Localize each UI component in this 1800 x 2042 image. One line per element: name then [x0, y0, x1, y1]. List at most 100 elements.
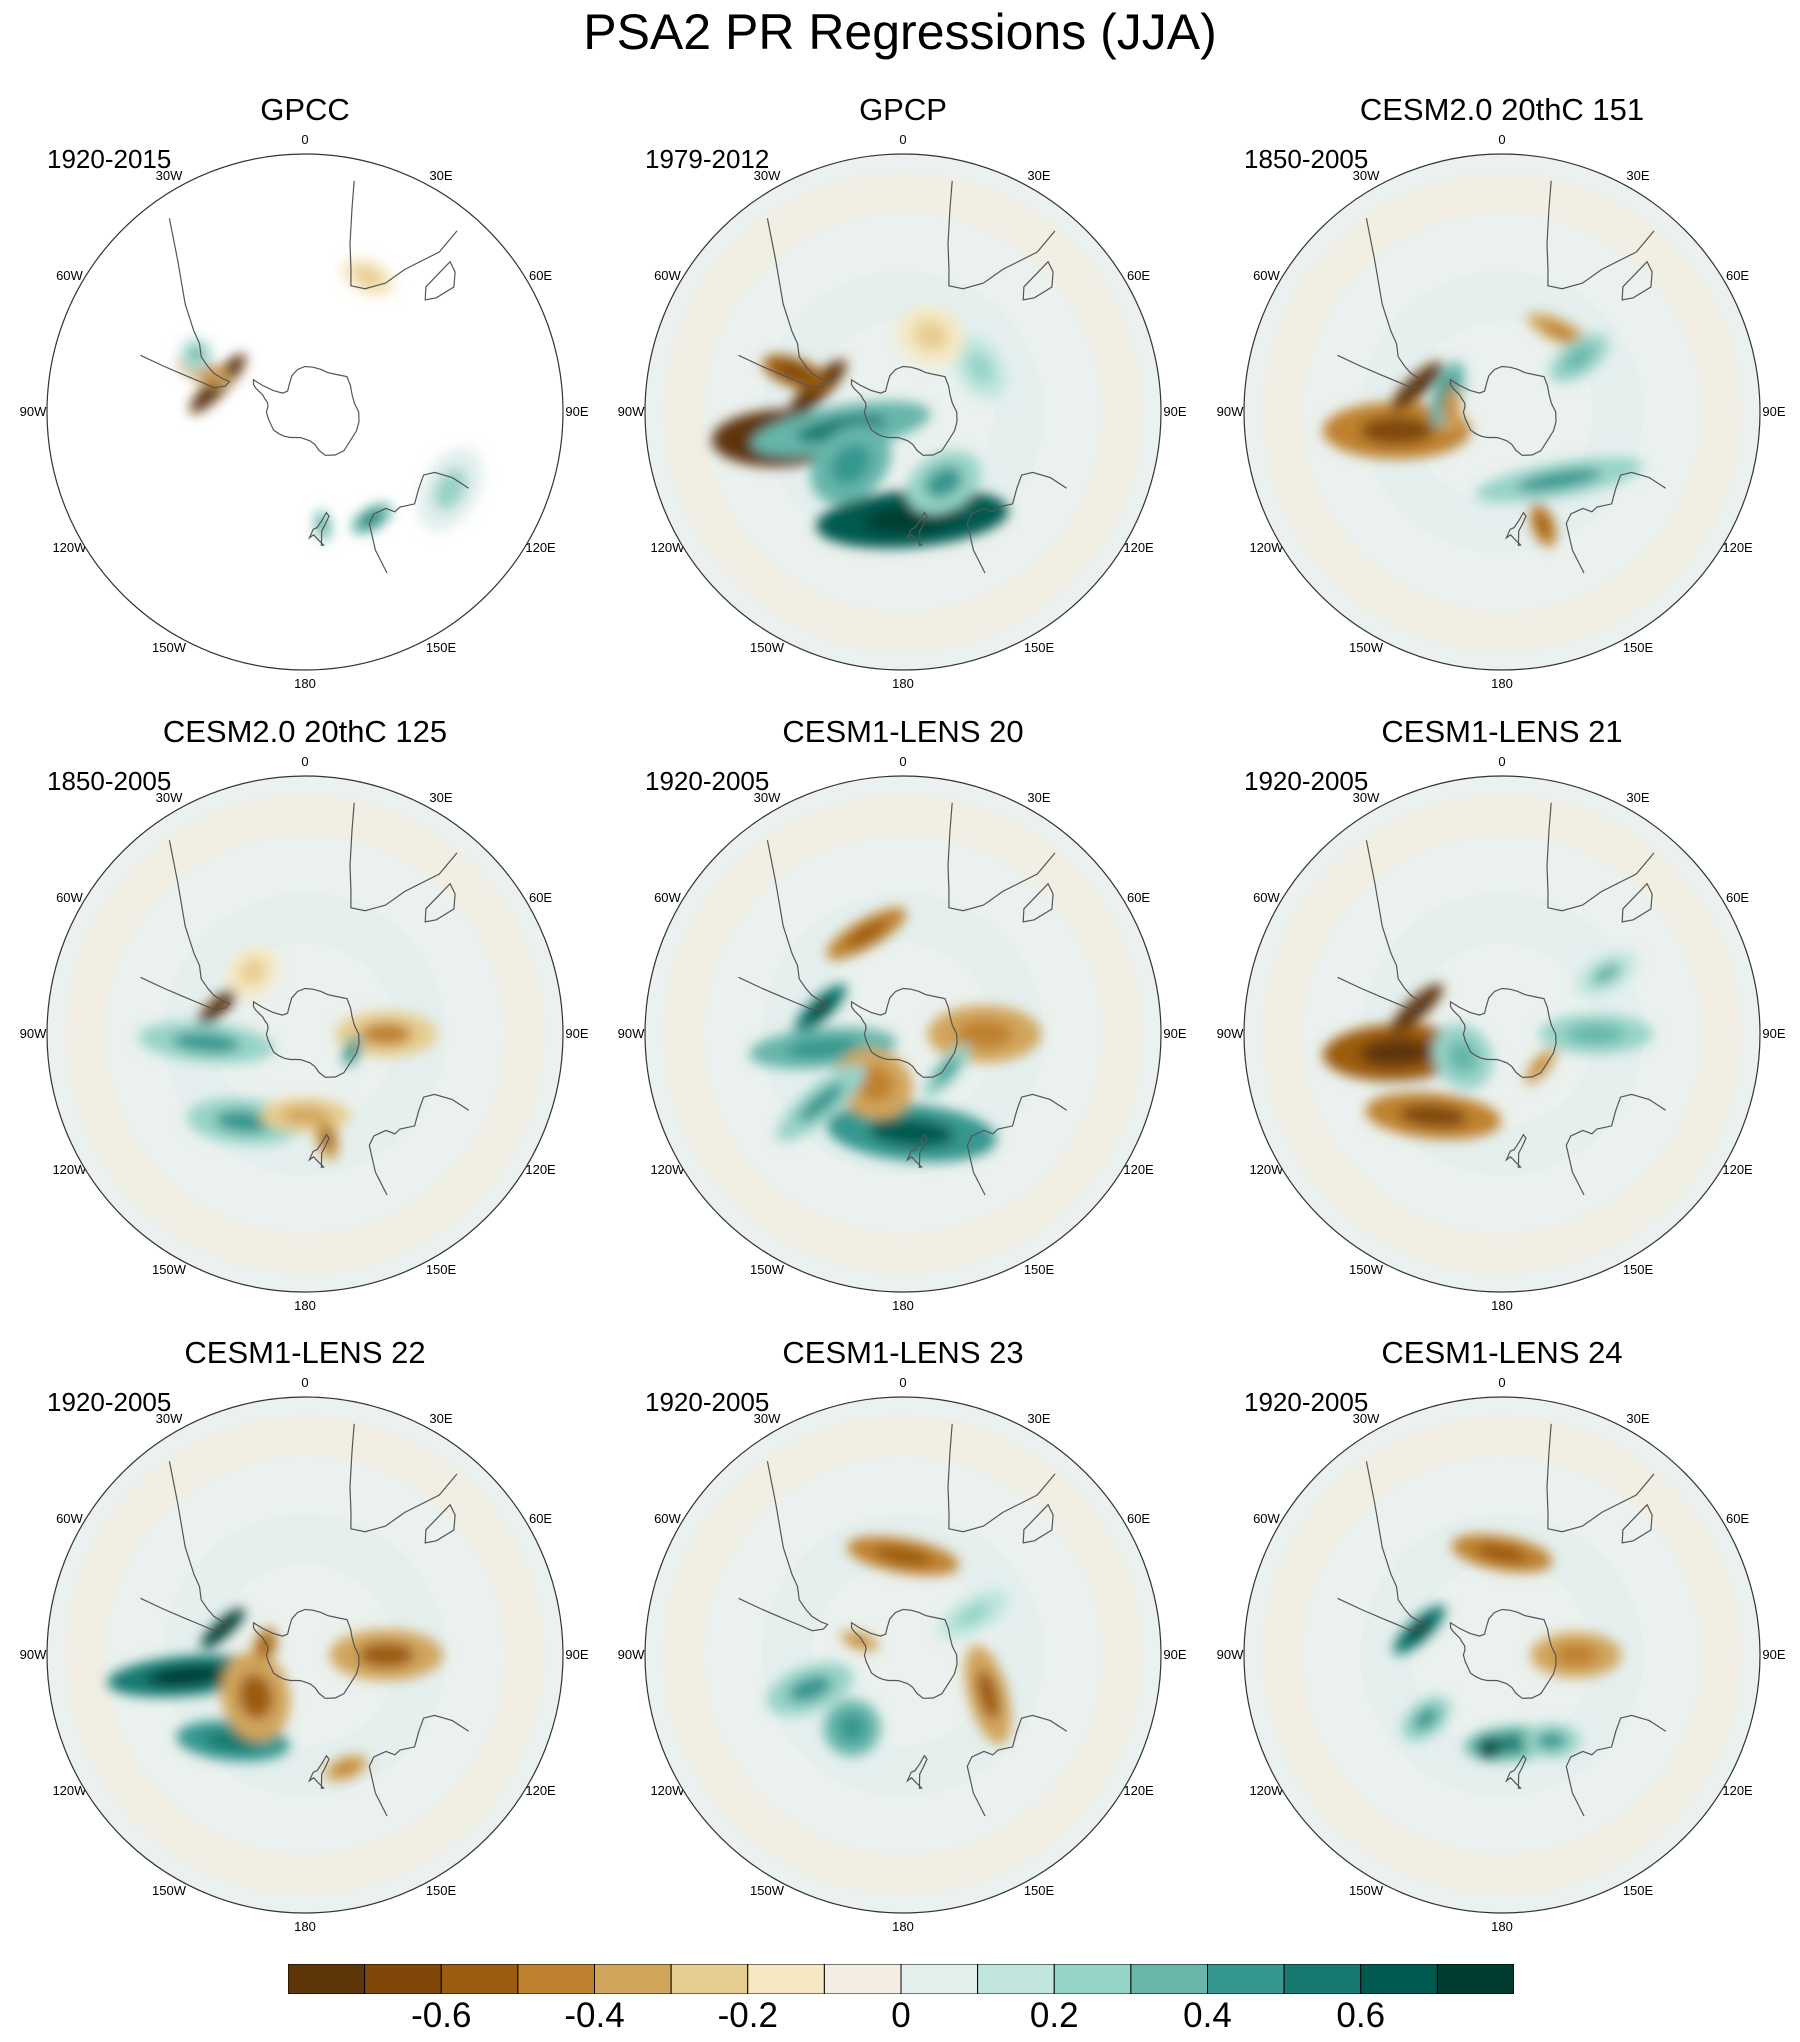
longitude-label: 30W [753, 168, 781, 184]
polar-map [1243, 1396, 1761, 1914]
coastline-new-zealand [905, 1133, 928, 1168]
longitude-label: 60E [1126, 890, 1151, 905]
longitude-label: 30W [753, 790, 781, 806]
longitude-label: 60W [654, 268, 681, 283]
longitude-label: 120W [650, 1162, 685, 1177]
longitude-label: 120W [650, 540, 685, 555]
longitude-label: 150E [425, 1261, 457, 1277]
anomaly-core [935, 1057, 959, 1085]
field-background [47, 1397, 563, 1913]
longitude-label: 30W [1352, 168, 1380, 184]
longitude-label: 30W [155, 790, 183, 806]
longitude-label: 120E [1123, 540, 1154, 555]
coastline-new-zealand [905, 1754, 928, 1789]
longitude-label: 90W [617, 404, 645, 419]
colorbar-tick-label: 0.4 [1183, 1996, 1232, 2035]
longitude-label: 180 [1491, 1919, 1513, 1934]
coastline-madagascar [1621, 260, 1653, 301]
map-boundary [46, 775, 564, 1293]
panel-title: GPCP [859, 92, 947, 127]
coastline-new-zealand [307, 511, 330, 546]
coastline-south-america [738, 840, 829, 1011]
coastline-australia [1565, 471, 1667, 574]
anomaly-core [1543, 322, 1575, 340]
longitude-label: 120E [1722, 1162, 1753, 1177]
longitude-label: 30W [155, 1411, 183, 1427]
anomaly-core [1590, 962, 1622, 986]
longitude-label: 150E [1622, 639, 1654, 655]
colorbar-swatch [670, 1964, 749, 1994]
anomaly-core [172, 1032, 241, 1053]
longitude-label: 120W [1249, 1783, 1284, 1798]
coastline-madagascar [424, 260, 456, 301]
longitude-label: 0 [1498, 132, 1506, 147]
panel-title: GPCC [260, 92, 350, 127]
colorbar-tick-label: 0.2 [1029, 1996, 1079, 2035]
map-boundary [644, 1396, 1162, 1914]
longitude-label: 150W [1349, 1261, 1383, 1277]
longitude-label: 120W [52, 1783, 87, 1798]
map-boundary [644, 775, 1162, 1293]
polar-map [1243, 775, 1761, 1293]
field-ring [663, 172, 1143, 652]
longitude-label: 180 [1491, 676, 1513, 691]
anomaly-core [239, 959, 266, 985]
longitude-label: 150W [750, 639, 784, 655]
coastline-madagascar [1022, 260, 1054, 301]
anomaly-core [1537, 1732, 1566, 1750]
colorbar-swatch [747, 1964, 825, 1994]
longitude-label: 30E [1626, 1411, 1650, 1427]
longitude-label: 30W [155, 168, 183, 184]
colorbar-swatch [1130, 1964, 1208, 1994]
map-boundary [46, 1396, 564, 1914]
anomaly-core [1564, 346, 1594, 371]
longitude-label: 120E [1722, 540, 1753, 555]
anomaly-core [798, 1083, 844, 1123]
coastline-south-america [1337, 1461, 1428, 1632]
longitude-label: 0 [899, 132, 907, 147]
field-ring [1262, 1415, 1742, 1895]
anomaly-core [796, 414, 886, 443]
anomaly-core [846, 920, 887, 947]
panel-period: 1850-2005 [47, 766, 172, 796]
coastline-antarctica [252, 987, 360, 1078]
longitude-label: 60W [1253, 1511, 1280, 1526]
longitude-label: 120E [525, 540, 556, 555]
panel-title: CESM2.0 20thC 125 [162, 714, 448, 749]
longitude-label: 30E [1626, 168, 1650, 184]
coastline-south-america [738, 218, 829, 389]
coastline-africa [947, 180, 1056, 290]
coastline-africa [349, 1423, 458, 1533]
colorbar-swatch [1283, 1964, 1362, 1994]
coastline-australia [368, 1093, 470, 1196]
anomaly-core [354, 267, 382, 287]
longitude-label: 90E [1762, 404, 1786, 419]
longitude-label: 30E [1027, 168, 1051, 184]
longitude-label: 150W [152, 1882, 186, 1898]
longitude-label: 180 [892, 676, 914, 691]
longitude-label: 90E [565, 404, 589, 419]
field-ring [1262, 172, 1742, 652]
longitude-label: 180 [892, 1919, 914, 1934]
coastline-australia [368, 471, 470, 574]
anomaly-core [1483, 1742, 1495, 1754]
longitude-label: 150W [152, 639, 186, 655]
coastline-antarctica [850, 1608, 958, 1699]
colorbar-tick-label: -0.4 [564, 1996, 625, 2035]
longitude-label: 90W [19, 404, 47, 419]
map-boundary [1243, 775, 1761, 1293]
anomaly-core [1553, 1643, 1599, 1667]
longitude-label: 120W [650, 1783, 685, 1798]
coastline-africa [1546, 180, 1655, 290]
longitude-label: 120E [1123, 1162, 1154, 1177]
longitude-label: 120W [1249, 540, 1284, 555]
longitude-label: 90E [565, 1026, 589, 1041]
panel-period: 1920-2005 [1244, 766, 1369, 796]
longitude-label: 30W [1352, 790, 1380, 806]
anomaly-core [238, 1673, 273, 1719]
anomaly-core [321, 1127, 334, 1150]
longitude-label: 30E [429, 790, 453, 806]
longitude-label: 150E [1023, 639, 1055, 655]
field-background [47, 776, 563, 1292]
coastline-antarctica [1449, 1608, 1557, 1699]
